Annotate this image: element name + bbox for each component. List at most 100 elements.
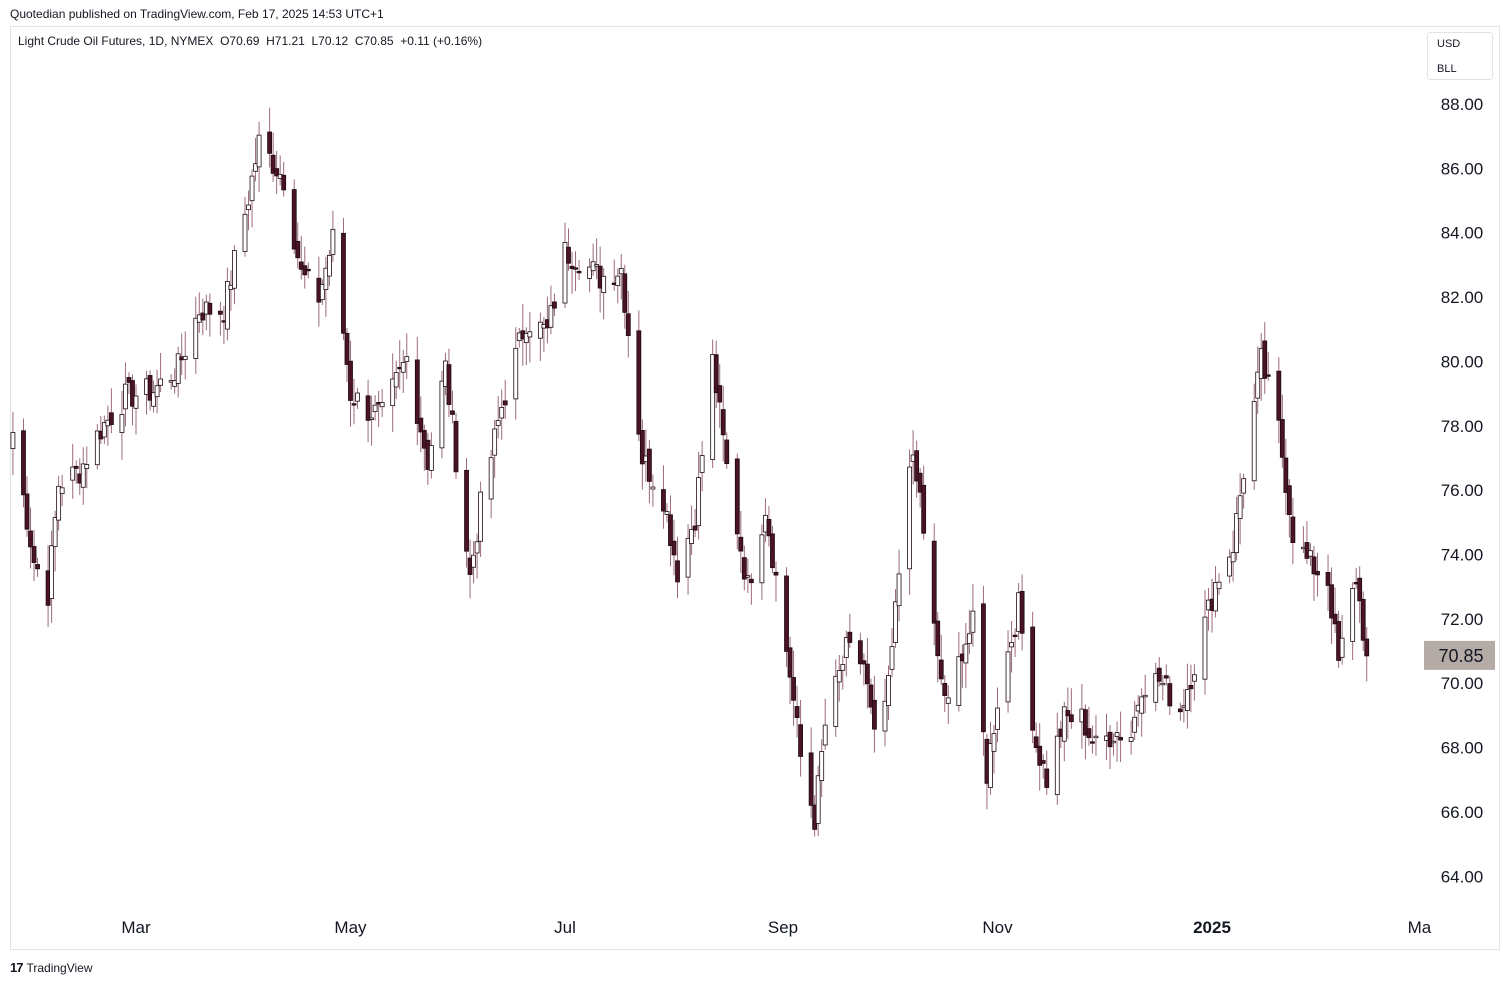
- candle-down: [421, 430, 427, 449]
- price-tick-label: 80.00: [1441, 352, 1484, 371]
- candle-up: [326, 255, 332, 277]
- change-value: +0.11 (+0.16%): [400, 34, 483, 48]
- candle-down: [724, 439, 730, 465]
- candle-down: [126, 377, 132, 383]
- candle-down: [917, 472, 923, 493]
- candle-up: [1350, 588, 1356, 642]
- currency-label[interactable]: USD: [1437, 38, 1461, 50]
- candle-up: [548, 305, 554, 328]
- candle-up: [843, 637, 849, 658]
- candle-down: [671, 540, 677, 556]
- candle-up: [527, 331, 533, 338]
- candle-down: [576, 270, 582, 274]
- candle-down: [24, 493, 30, 530]
- candle-up: [330, 228, 336, 255]
- candle-down: [1188, 684, 1194, 690]
- candle-up: [101, 422, 107, 438]
- candle-down: [566, 246, 571, 264]
- footer: 17 TradingView: [10, 960, 93, 975]
- candle-up: [1213, 582, 1218, 612]
- candle-down: [1177, 708, 1183, 713]
- candle-up: [1241, 478, 1247, 494]
- candle-down: [1315, 571, 1320, 576]
- time-tick-label: May: [334, 918, 367, 937]
- candle-up: [587, 266, 593, 279]
- price-tick-label: 70.00: [1441, 674, 1484, 693]
- candle-up: [745, 575, 751, 578]
- candle-up: [182, 355, 188, 360]
- candle-down: [1065, 710, 1071, 717]
- candle-down: [1118, 737, 1123, 741]
- candle-down: [207, 302, 213, 315]
- candle-down: [274, 168, 280, 177]
- close-value: C70.85: [354, 34, 394, 48]
- candle-down: [720, 409, 726, 436]
- candle-up: [615, 275, 621, 287]
- candle-up: [249, 175, 255, 202]
- candle-up: [400, 362, 406, 373]
- candle-up: [319, 283, 325, 301]
- candle-up: [1005, 651, 1011, 703]
- candle-down: [808, 752, 814, 806]
- footer-brand: TradingView: [26, 960, 93, 975]
- candle-up: [1142, 694, 1148, 698]
- candle-up: [907, 466, 912, 570]
- unit-label[interactable]: BLL: [1437, 63, 1457, 75]
- candle-down: [921, 484, 927, 534]
- published-header: Quotedian published on TradingView.com, …: [10, 7, 384, 21]
- candle-down: [861, 660, 867, 665]
- candle-down: [931, 540, 937, 624]
- candle-down: [636, 330, 642, 435]
- candle-up: [945, 697, 951, 704]
- candle-up: [1192, 674, 1197, 682]
- candle-up: [52, 517, 58, 548]
- candle-down: [341, 232, 346, 334]
- candle-up: [1111, 740, 1116, 744]
- time-tick-label: Mar: [121, 918, 151, 937]
- candle-down: [847, 631, 853, 643]
- candle-down: [344, 332, 350, 365]
- candle-down: [738, 536, 744, 552]
- candle-down: [938, 659, 944, 680]
- candle-down: [794, 706, 800, 719]
- price-tick-label: 74.00: [1441, 546, 1484, 565]
- candle-down: [305, 268, 311, 272]
- candle-up: [664, 511, 670, 515]
- price-tick-label: 64.00: [1441, 867, 1484, 886]
- candle-down: [1357, 577, 1363, 602]
- candle-up: [956, 656, 962, 707]
- candle-down: [748, 578, 754, 584]
- candle-up: [471, 554, 476, 568]
- candle-up: [889, 646, 895, 670]
- candle-down: [1019, 590, 1025, 634]
- candle-up: [1227, 556, 1232, 577]
- candle-down: [787, 647, 793, 678]
- candle-down: [668, 514, 673, 546]
- candle-up: [478, 491, 484, 542]
- candle-up: [246, 204, 251, 211]
- candle-up: [10, 432, 16, 450]
- open-value: O70.69: [220, 34, 260, 48]
- candle-down: [981, 603, 986, 733]
- candle-up: [439, 380, 445, 449]
- last-price-label: 70.85: [1438, 646, 1483, 666]
- candle-up: [1202, 616, 1208, 680]
- candle-down: [351, 403, 357, 406]
- candle-up: [492, 428, 498, 456]
- candle-up: [963, 643, 969, 664]
- candle-up: [1230, 552, 1236, 563]
- candle-up: [562, 242, 568, 304]
- candle-down: [365, 395, 371, 421]
- candle-down: [281, 174, 287, 191]
- currency-unit-selector[interactable]: USD BLL: [1427, 32, 1493, 80]
- candle-up: [49, 545, 55, 599]
- candle-up: [80, 463, 86, 488]
- candle-up: [1216, 581, 1222, 590]
- candle-up: [369, 417, 374, 420]
- candle-up: [242, 213, 248, 252]
- price-tick-label: 86.00: [1441, 159, 1484, 178]
- candle-down: [864, 663, 870, 685]
- candle-up: [893, 601, 898, 643]
- candle-up: [1234, 513, 1240, 554]
